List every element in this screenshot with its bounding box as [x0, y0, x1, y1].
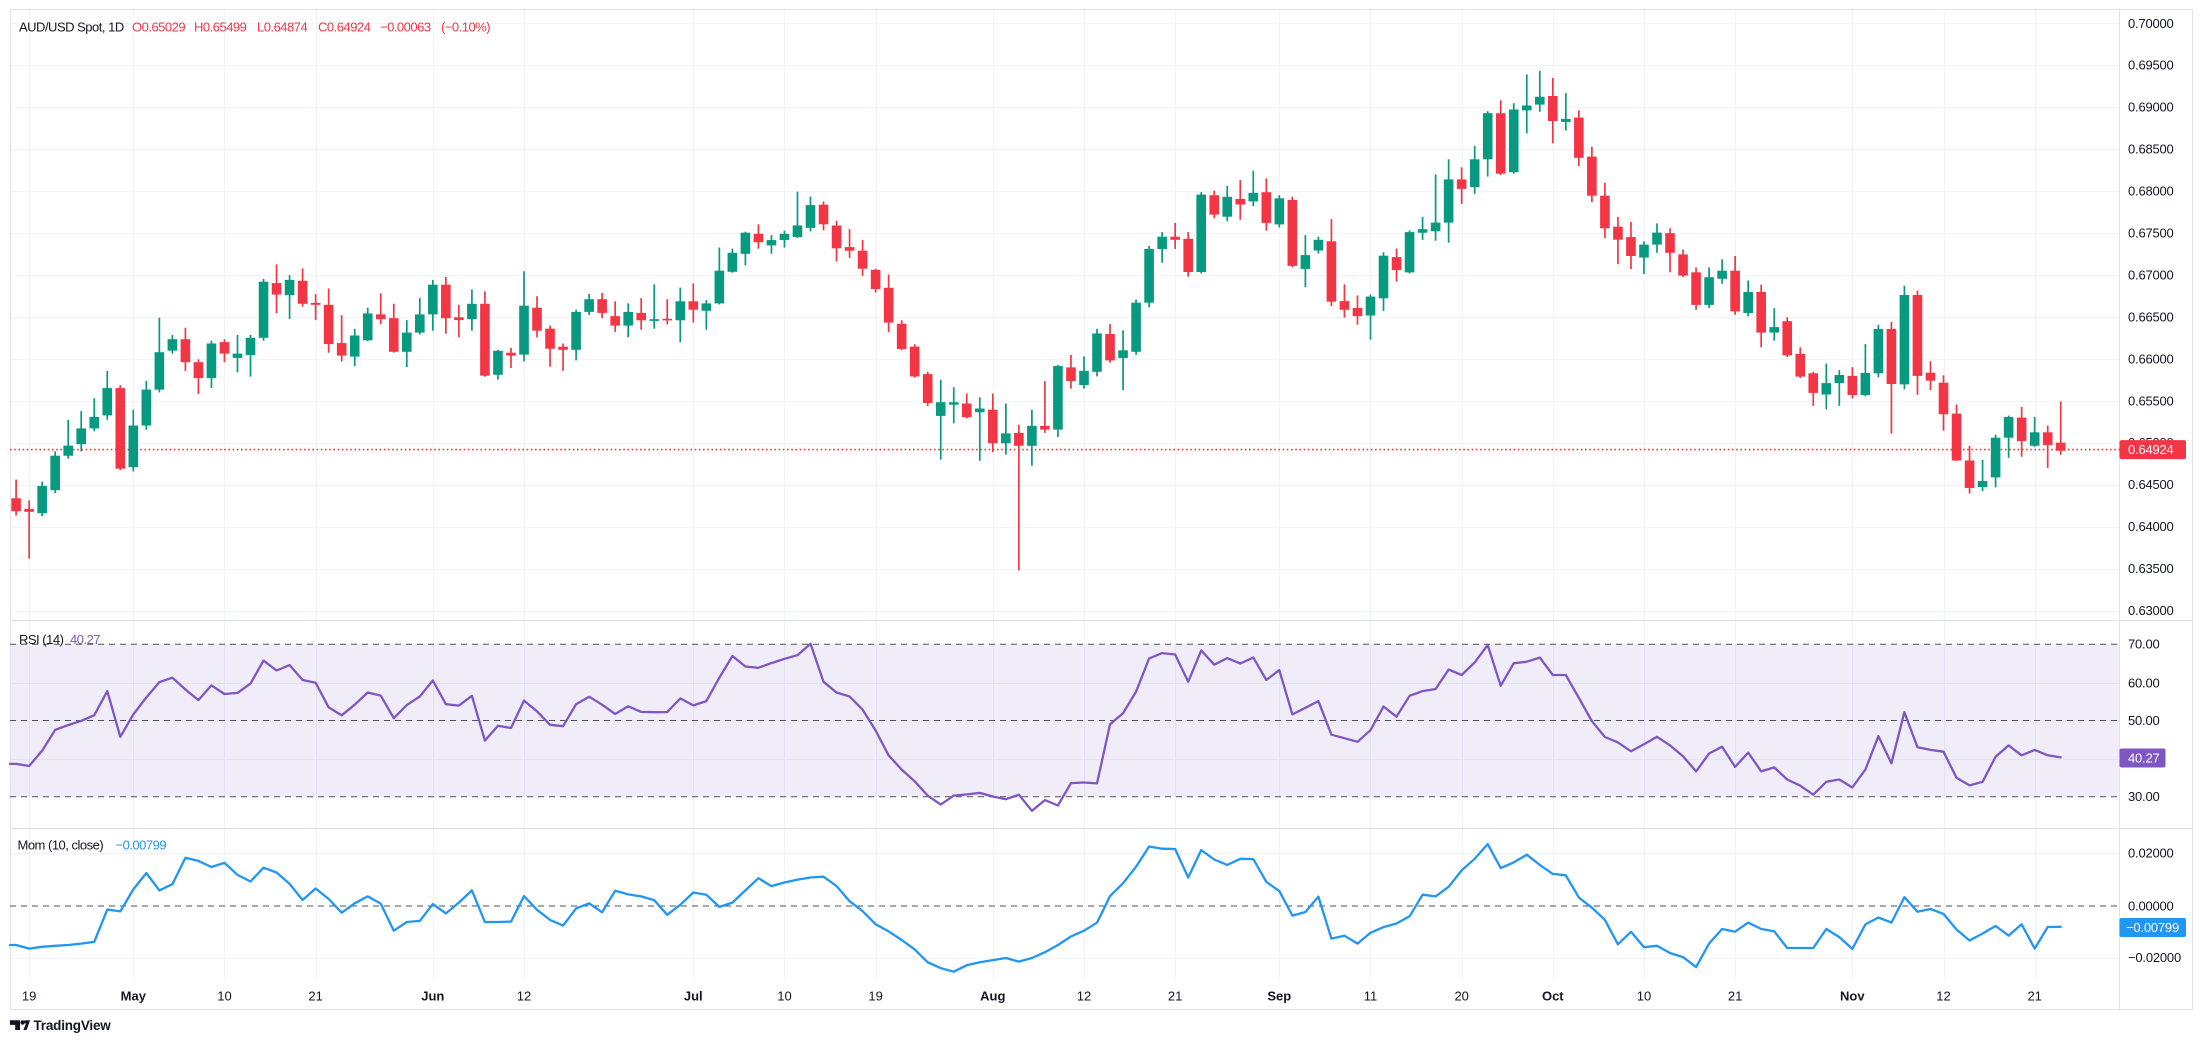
svg-text:Aug: Aug: [980, 989, 1005, 1004]
svg-text:O0.65029: O0.65029: [132, 20, 185, 35]
svg-text:C0.64924: C0.64924: [318, 20, 371, 35]
svg-text:0.63500: 0.63500: [2128, 561, 2174, 576]
svg-text:0.63000: 0.63000: [2128, 603, 2174, 618]
svg-text:TradingView: TradingView: [34, 1018, 112, 1033]
svg-text:0.67500: 0.67500: [2128, 226, 2174, 241]
svg-text:0.66500: 0.66500: [2128, 309, 2174, 324]
svg-text:50.00: 50.00: [2128, 713, 2160, 728]
svg-text:Jul: Jul: [684, 989, 703, 1004]
svg-text:(−0.10%): (−0.10%): [441, 20, 490, 35]
svg-text:−0.02000: −0.02000: [2128, 950, 2181, 965]
svg-text:12: 12: [517, 989, 531, 1004]
svg-text:0.64924: 0.64924: [2128, 442, 2174, 457]
svg-text:10: 10: [217, 989, 231, 1004]
svg-text:21: 21: [1168, 989, 1182, 1004]
svg-text:Sep: Sep: [1267, 989, 1291, 1004]
svg-text:Mom (10, close): Mom (10, close): [18, 838, 104, 853]
svg-text:21: 21: [1728, 989, 1742, 1004]
svg-text:0.70000: 0.70000: [2128, 16, 2174, 31]
svg-text:60.00: 60.00: [2128, 675, 2160, 690]
svg-text:40.27: 40.27: [70, 632, 100, 647]
svg-text:L0.64874: L0.64874: [257, 20, 307, 35]
svg-text:H0.65499: H0.65499: [194, 20, 247, 35]
svg-text:−0.00799: −0.00799: [2126, 920, 2179, 935]
svg-text:40.27: 40.27: [2128, 751, 2160, 766]
svg-text:0.69000: 0.69000: [2128, 100, 2174, 115]
svg-text:12: 12: [1936, 989, 1950, 1004]
svg-text:12: 12: [1077, 989, 1091, 1004]
svg-text:19: 19: [22, 989, 36, 1004]
svg-text:21: 21: [2027, 989, 2041, 1004]
svg-text:20: 20: [1454, 989, 1468, 1004]
svg-text:0.66000: 0.66000: [2128, 351, 2174, 366]
svg-text:−0.00799: −0.00799: [116, 838, 167, 853]
svg-text:RSI (14): RSI (14): [19, 632, 64, 647]
svg-text:Jun: Jun: [421, 989, 444, 1004]
svg-text:0.02000: 0.02000: [2128, 846, 2174, 861]
svg-text:10: 10: [1637, 989, 1651, 1004]
svg-text:0.68500: 0.68500: [2128, 142, 2174, 157]
svg-text:AUD/USD Spot, 1D: AUD/USD Spot, 1D: [19, 20, 124, 35]
svg-text:10: 10: [777, 989, 791, 1004]
svg-text:70.00: 70.00: [2128, 637, 2160, 652]
svg-text:−0.00063: −0.00063: [380, 20, 431, 35]
svg-text:0.68000: 0.68000: [2128, 184, 2174, 199]
svg-text:0.69500: 0.69500: [2128, 58, 2174, 73]
svg-text:0.67000: 0.67000: [2128, 268, 2174, 283]
svg-text:Nov: Nov: [1840, 989, 1865, 1004]
svg-text:Oct: Oct: [1542, 989, 1564, 1004]
svg-text:19: 19: [868, 989, 882, 1004]
svg-text:May: May: [121, 989, 147, 1004]
svg-text:11: 11: [1364, 989, 1378, 1004]
svg-text:0.65500: 0.65500: [2128, 393, 2174, 408]
svg-text:21: 21: [308, 989, 322, 1004]
svg-text:0.64000: 0.64000: [2128, 519, 2174, 534]
svg-text:0.64500: 0.64500: [2128, 477, 2174, 492]
svg-text:30.00: 30.00: [2128, 789, 2160, 804]
svg-text:0.00000: 0.00000: [2128, 899, 2174, 914]
